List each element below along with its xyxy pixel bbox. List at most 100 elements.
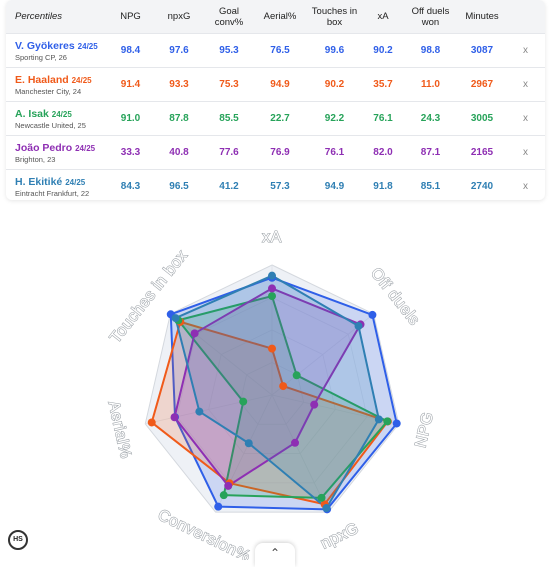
- radar-point: [268, 292, 276, 301]
- stat-npg: 84.3: [107, 169, 154, 200]
- player-club: Eintracht Frankfurt, 22: [15, 188, 90, 198]
- stat-npxg: 97.6: [154, 33, 204, 68]
- radar-point: [310, 400, 319, 409]
- header-touches-l2: box: [326, 16, 343, 28]
- table-row: A. Isak 24/25 Newcastle United, 25 91.0 87.…: [6, 101, 545, 136]
- remove-player-button[interactable]: x: [506, 101, 545, 136]
- radar-point: [374, 415, 383, 424]
- stat-xa: 35.7: [363, 67, 403, 102]
- stat-touches: 94.9: [306, 169, 363, 200]
- stat-aerial: 57.3: [254, 169, 306, 200]
- stat-npxg: 96.5: [154, 169, 204, 200]
- radar-point: [239, 397, 248, 406]
- stat-minutes: 2740: [458, 169, 506, 200]
- radar-point: [322, 504, 331, 513]
- player-name: E. Haaland 24/25: [15, 74, 107, 87]
- stat-minutes: 2165: [458, 135, 506, 170]
- radar-point: [214, 502, 223, 511]
- collapse-toggle-button[interactable]: ⌃: [255, 543, 295, 567]
- player-name-text: E. Haaland: [15, 73, 69, 86]
- player-club: Manchester City, 24: [15, 86, 82, 96]
- radar-point: [268, 344, 276, 353]
- radar-point: [392, 419, 401, 428]
- player-cell[interactable]: V. Gyökeres 24/25 Sporting CP, 26: [6, 33, 107, 68]
- radar-point: [268, 284, 276, 293]
- stat-conv: 75.3: [204, 67, 254, 102]
- radar-axis-label: NPG: [412, 410, 437, 449]
- stat-duels: 87.1: [403, 135, 458, 170]
- header-goal-conv-l2: conv%: [214, 16, 244, 28]
- site-logo[interactable]: HS: [8, 530, 28, 550]
- player-name: A. Isak 24/25: [15, 108, 107, 121]
- header-npg[interactable]: NPG: [107, 0, 154, 34]
- header-minutes[interactable]: Minutes: [458, 0, 506, 34]
- header-goal-conv[interactable]: Goal conv%: [204, 0, 254, 34]
- radar-point: [317, 493, 326, 502]
- stat-npg: 98.4: [107, 33, 154, 68]
- player-cell[interactable]: H. Ekitiké 24/25 Eintracht Frankfurt, 22: [6, 169, 107, 200]
- radar-axis-label: Off duels: [367, 265, 423, 329]
- radar-spoke: [145, 394, 273, 425]
- player-name: V. Gyökeres 24/25: [15, 40, 107, 53]
- stat-npg: 91.0: [107, 101, 154, 136]
- player-season: 24/25: [65, 177, 86, 187]
- stat-minutes: 3087: [458, 33, 506, 68]
- radar-axis-label: Conversion%: [155, 507, 253, 560]
- header-xa[interactable]: xA: [363, 0, 403, 34]
- header-off-duels[interactable]: Off duels won: [403, 0, 458, 34]
- player-cell[interactable]: A. Isak 24/25 Newcastle United, 25: [6, 101, 107, 136]
- stat-conv: 77.6: [204, 135, 254, 170]
- player-name-text: H. Ekitiké: [15, 175, 63, 188]
- header-percentiles: Percentiles: [6, 0, 107, 34]
- stat-touches: 92.2: [306, 101, 363, 136]
- stat-aerial: 94.9: [254, 67, 306, 102]
- player-club: Brighton, 23: [15, 154, 56, 164]
- stat-aerial: 76.5: [254, 33, 306, 68]
- player-season: 24/25: [75, 143, 96, 153]
- radar-point: [368, 310, 377, 319]
- stat-npxg: 87.8: [154, 101, 204, 136]
- remove-player-button[interactable]: x: [506, 33, 545, 68]
- header-aerial[interactable]: Aerial%: [254, 0, 306, 34]
- player-season: 24/25: [51, 109, 72, 119]
- stat-minutes: 2967: [458, 67, 506, 102]
- stat-conv: 95.3: [204, 33, 254, 68]
- radar-point: [244, 439, 253, 448]
- radar-point: [147, 418, 156, 427]
- remove-player-button[interactable]: x: [506, 67, 545, 102]
- radar-point: [171, 314, 180, 323]
- chevron-up-icon: ⌃: [269, 546, 281, 560]
- radar-axis-label: xA: [262, 229, 282, 246]
- stat-xa: 90.2: [363, 33, 403, 68]
- percentile-table-card: Percentiles NPG npxG Goal conv% Aerial% …: [6, 0, 545, 200]
- player-cell[interactable]: E. Haaland 24/25 Manchester City, 24: [6, 67, 107, 102]
- radar-series-area: [173, 287, 362, 487]
- player-cell[interactable]: João Pedro 24/25 Brighton, 23: [6, 135, 107, 170]
- radar-series-area: [177, 295, 389, 499]
- radar-grid-ring: [208, 329, 336, 454]
- player-club: Newcastle United, 25: [15, 120, 86, 130]
- player-season: 24/25: [77, 41, 98, 51]
- radar-spoke: [271, 394, 329, 513]
- player-name: H. Ekitiké 24/25: [15, 176, 107, 189]
- stat-duels: 24.3: [403, 101, 458, 136]
- remove-player-button[interactable]: x: [506, 169, 545, 200]
- stat-duels: 98.8: [403, 33, 458, 68]
- remove-player-button[interactable]: x: [506, 135, 545, 170]
- header-off-duels-l1: Off duels: [411, 5, 450, 17]
- table-row: E. Haaland 24/25 Manchester City, 24 91.4 9…: [6, 67, 545, 102]
- player-club: Sporting CP, 26: [15, 52, 67, 62]
- header-touches[interactable]: Touches in box: [306, 0, 363, 34]
- radar-point: [383, 417, 392, 426]
- radar-axis-label: npxG: [318, 520, 362, 553]
- radar-grid-ring: [239, 362, 305, 425]
- header-off-duels-l2: won: [421, 16, 440, 28]
- header-npxg[interactable]: npxG: [154, 0, 204, 34]
- radar-point: [292, 371, 301, 380]
- radar-series-area: [150, 320, 389, 506]
- table-header-row: Percentiles NPG npxG Goal conv% Aerial% …: [6, 0, 545, 34]
- radar-point: [195, 407, 204, 416]
- stat-xa: 76.1: [363, 101, 403, 136]
- stat-aerial: 76.9: [254, 135, 306, 170]
